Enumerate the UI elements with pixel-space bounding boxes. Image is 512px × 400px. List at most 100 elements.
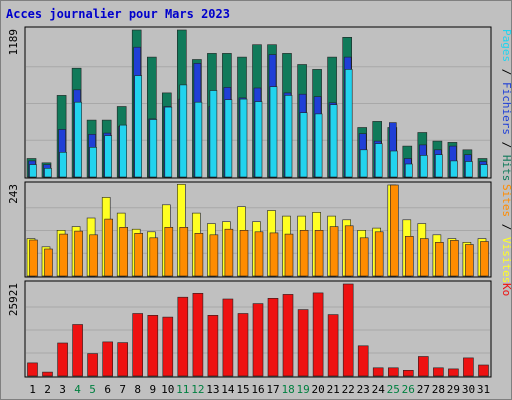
- bar-sites-day-21: [329, 226, 339, 277]
- bar-sites-day-16: [254, 231, 264, 277]
- x-tick-label: 19: [296, 383, 309, 396]
- bar-sites-day-17: [269, 232, 279, 277]
- legend-entry: Sites: [500, 184, 512, 217]
- bar-pages-day-5: [89, 147, 97, 178]
- x-tick-label: 2: [44, 383, 51, 396]
- bar-pages-day-18: [284, 95, 293, 178]
- chart-title: Acces journalier pour Mars 2023: [6, 7, 230, 21]
- bar-ko-day-28: [433, 367, 444, 377]
- bar-pages-day-29: [450, 160, 458, 178]
- legend-top: Pages / Fichiers / Hits: [500, 29, 512, 181]
- bars-bottom: [27, 283, 489, 377]
- bar-ko-day-13: [207, 314, 219, 377]
- bar-pages-day-22: [344, 69, 353, 178]
- x-tick-label: 16: [251, 383, 264, 396]
- x-tick-label: 22: [342, 383, 355, 396]
- x-tick-label: 29: [447, 383, 460, 396]
- bar-sites-day-27: [419, 238, 429, 277]
- x-tick-label: 27: [417, 383, 430, 396]
- bar-sites-day-15: [239, 230, 249, 277]
- bar-sites-day-10: [164, 227, 174, 277]
- bar-pages-day-13: [209, 90, 218, 178]
- bar-ko-day-16: [252, 303, 264, 377]
- bar-sites-day-11: [179, 227, 189, 277]
- bar-sites-day-12: [194, 233, 204, 277]
- bar-pages-day-4: [74, 101, 82, 178]
- x-tick-label: 3: [59, 383, 66, 396]
- bar-pages-day-25: [389, 150, 398, 178]
- bar-sites-day-6: [104, 218, 113, 277]
- x-tick-label: 4: [74, 383, 81, 396]
- bar-sites-day-25: [389, 184, 399, 277]
- bar-pages-day-8: [134, 75, 142, 178]
- bar-ko-day-30: [463, 357, 474, 377]
- bar-ko-day-19: [297, 309, 309, 377]
- bar-ko-day-8: [132, 313, 143, 377]
- bar-sites-day-28: [435, 242, 444, 277]
- bar-ko-day-2: [42, 371, 53, 377]
- bar-ko-day-14: [222, 298, 234, 377]
- legend-entry: Fichiers: [500, 82, 512, 135]
- bar-sites-day-4: [74, 230, 83, 277]
- bar-sites-day-26: [404, 236, 414, 277]
- bar-ko-day-17: [267, 297, 279, 377]
- bar-pages-day-11: [179, 84, 188, 178]
- bar-sites-day-1: [29, 239, 38, 277]
- x-tick-label: 14: [221, 383, 235, 396]
- legend-entry: /: [500, 217, 512, 237]
- x-tick-label: 26: [402, 383, 415, 396]
- y-max-label: 25921: [7, 283, 20, 316]
- x-tick-label: 30: [462, 383, 475, 396]
- bar-ko-day-5: [87, 353, 98, 377]
- bar-sites-day-13: [209, 234, 219, 277]
- x-tick-label: 6: [104, 383, 111, 396]
- bar-sites-day-5: [89, 234, 98, 277]
- x-tick-label: 7: [119, 383, 126, 396]
- x-tick-label: 10: [161, 383, 174, 396]
- bar-pages-day-19: [299, 112, 308, 178]
- bar-ko-day-26: [402, 369, 414, 377]
- legend-entry: Visites: [500, 237, 512, 283]
- bar-ko-day-31: [478, 364, 489, 377]
- bar-pages-day-3: [59, 152, 67, 178]
- bar-pages-day-15: [239, 98, 248, 178]
- bar-sites-day-31: [480, 241, 489, 277]
- bar-pages-day-16: [254, 101, 263, 178]
- x-axis-day-labels: 1 2 3 4 5 6 7 8 9 10 11 12 13 14 15 16 17 18 19 20 21 22 23 24 2…: [29, 383, 490, 396]
- bar-sites-day-20: [314, 230, 324, 277]
- bar-sites-day-8: [134, 233, 143, 277]
- bar-sites-day-14: [224, 228, 234, 277]
- bar-sites-day-18: [284, 233, 294, 277]
- legend-entry: /: [500, 62, 512, 82]
- bar-pages-day-21: [329, 104, 338, 178]
- bar-sites-day-9: [149, 237, 159, 277]
- bars-middle: [26, 184, 489, 277]
- chart-panels: 1189 Pages / Fichiers / Hits 243 Sites / Vi…: [7, 26, 512, 378]
- bar-ko-day-22: [342, 283, 354, 377]
- bar-pages-day-31: [480, 164, 488, 178]
- bar-ko-day-18: [282, 294, 294, 377]
- bar-ko-day-20: [312, 292, 324, 377]
- x-tick-label: 20: [311, 383, 324, 396]
- bar-ko-day-21: [327, 314, 339, 377]
- x-tick-label: 12: [191, 383, 204, 396]
- bar-ko-day-25: [387, 367, 399, 377]
- panel-bottom: 25921 Ko: [7, 280, 512, 378]
- x-tick-label: 15: [236, 383, 249, 396]
- bar-sites-day-22: [344, 225, 354, 277]
- bar-sites-day-7: [119, 227, 128, 277]
- bar-ko-day-27: [417, 356, 429, 377]
- x-tick-label: 8: [134, 383, 141, 396]
- bar-pages-day-24: [374, 143, 383, 178]
- bar-pages-day-10: [164, 106, 173, 178]
- bar-pages-day-6: [104, 135, 112, 178]
- x-tick-label: 13: [206, 383, 219, 396]
- x-tick-label: 31: [477, 383, 490, 396]
- bar-ko-day-11: [177, 296, 189, 377]
- bar-pages-day-7: [119, 124, 127, 178]
- bar-sites-day-30: [465, 244, 474, 277]
- bar-ko-day-29: [448, 368, 459, 377]
- bar-pages-day-28: [435, 154, 443, 178]
- x-tick-label: 1: [29, 383, 36, 396]
